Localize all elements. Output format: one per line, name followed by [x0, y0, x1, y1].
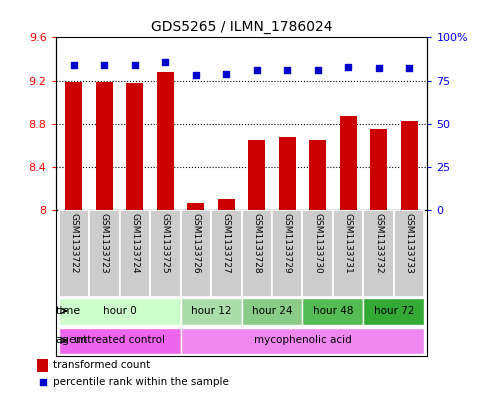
Bar — [96, 82, 113, 210]
Bar — [150, 210, 181, 297]
Bar — [401, 121, 417, 210]
Bar — [363, 298, 425, 325]
Point — [192, 72, 199, 79]
Bar — [211, 210, 242, 297]
Bar — [120, 210, 150, 297]
Text: hour 24: hour 24 — [252, 306, 292, 316]
Text: GSM1133726: GSM1133726 — [191, 213, 200, 274]
Text: GSM1133723: GSM1133723 — [100, 213, 109, 274]
Title: GDS5265 / ILMN_1786024: GDS5265 / ILMN_1786024 — [151, 20, 332, 33]
Text: agent: agent — [56, 335, 88, 345]
Text: GSM1133729: GSM1133729 — [283, 213, 292, 274]
Bar — [302, 210, 333, 297]
Bar — [38, 359, 48, 372]
Bar — [394, 210, 425, 297]
Text: hour 12: hour 12 — [191, 306, 231, 316]
Bar — [58, 328, 181, 354]
Text: mycophenolic acid: mycophenolic acid — [254, 335, 351, 345]
Text: transformed count: transformed count — [53, 360, 150, 370]
Bar — [309, 140, 326, 210]
Bar — [157, 72, 174, 210]
Point — [344, 64, 352, 70]
Text: GSM1133725: GSM1133725 — [161, 213, 170, 274]
Text: hour 48: hour 48 — [313, 306, 353, 316]
Bar — [181, 298, 242, 325]
Text: GSM1133728: GSM1133728 — [252, 213, 261, 274]
Bar — [218, 200, 235, 210]
Point — [39, 378, 46, 385]
Bar — [181, 210, 211, 297]
Point — [70, 62, 78, 68]
Bar — [363, 210, 394, 297]
Point — [375, 65, 383, 72]
Text: untreated control: untreated control — [74, 335, 165, 345]
Text: GSM1133730: GSM1133730 — [313, 213, 322, 274]
Bar — [370, 129, 387, 210]
Bar — [187, 203, 204, 210]
Bar — [89, 210, 120, 297]
Point — [161, 59, 169, 65]
Bar — [242, 210, 272, 297]
Point — [222, 70, 230, 77]
Text: time: time — [56, 306, 81, 316]
Bar — [58, 210, 89, 297]
Bar — [302, 298, 363, 325]
Point — [405, 65, 413, 72]
Point — [131, 62, 139, 68]
Bar — [242, 298, 302, 325]
Bar — [58, 298, 181, 325]
Bar — [272, 210, 302, 297]
Text: hour 0: hour 0 — [103, 306, 136, 316]
Bar — [340, 116, 356, 210]
Point — [284, 67, 291, 73]
Point — [314, 67, 322, 73]
Text: GSM1133731: GSM1133731 — [344, 213, 353, 274]
Text: GSM1133722: GSM1133722 — [70, 213, 78, 274]
Bar — [181, 328, 425, 354]
Bar — [127, 83, 143, 210]
Text: GSM1133724: GSM1133724 — [130, 213, 139, 274]
Point — [100, 62, 108, 68]
Text: hour 72: hour 72 — [374, 306, 414, 316]
Point — [253, 67, 261, 73]
Bar — [333, 210, 363, 297]
Bar — [279, 137, 296, 210]
Bar — [66, 82, 82, 210]
Text: percentile rank within the sample: percentile rank within the sample — [53, 377, 228, 387]
Text: GSM1133733: GSM1133733 — [405, 213, 413, 274]
Text: GSM1133732: GSM1133732 — [374, 213, 383, 274]
Text: GSM1133727: GSM1133727 — [222, 213, 231, 274]
Bar — [248, 140, 265, 210]
